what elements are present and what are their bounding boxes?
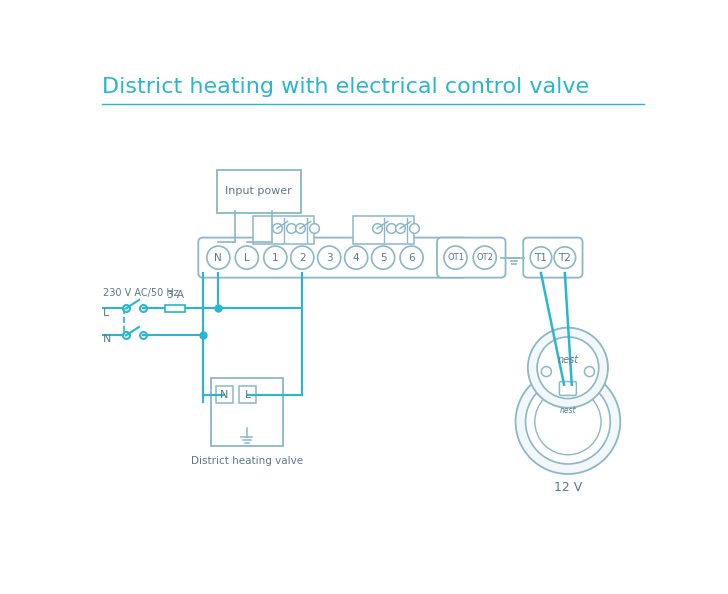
Text: 6: 6 xyxy=(408,252,415,263)
Text: N: N xyxy=(215,252,222,263)
Text: 1: 1 xyxy=(272,252,279,263)
Text: 230 V AC/50 Hz: 230 V AC/50 Hz xyxy=(103,288,178,298)
FancyBboxPatch shape xyxy=(198,238,467,277)
Text: 4: 4 xyxy=(353,252,360,263)
Text: L: L xyxy=(244,252,250,263)
FancyBboxPatch shape xyxy=(559,381,577,396)
FancyBboxPatch shape xyxy=(253,216,314,244)
Text: 2: 2 xyxy=(299,252,306,263)
Circle shape xyxy=(526,380,610,464)
Text: 3: 3 xyxy=(326,252,333,263)
Text: T1: T1 xyxy=(534,252,547,263)
Text: District heating valve: District heating valve xyxy=(191,456,303,466)
FancyBboxPatch shape xyxy=(523,238,582,277)
FancyBboxPatch shape xyxy=(210,378,283,446)
FancyBboxPatch shape xyxy=(353,216,414,244)
Circle shape xyxy=(264,246,287,269)
Circle shape xyxy=(371,246,395,269)
FancyBboxPatch shape xyxy=(216,386,233,403)
Circle shape xyxy=(515,369,620,474)
Text: N: N xyxy=(103,334,111,345)
Circle shape xyxy=(535,388,601,455)
Circle shape xyxy=(344,246,368,269)
Circle shape xyxy=(528,328,608,407)
FancyBboxPatch shape xyxy=(437,238,505,277)
Text: L: L xyxy=(103,308,109,318)
Circle shape xyxy=(542,366,551,377)
Text: T2: T2 xyxy=(558,252,571,263)
Circle shape xyxy=(585,366,595,377)
Text: nest: nest xyxy=(560,406,577,415)
FancyBboxPatch shape xyxy=(239,386,256,403)
Text: 3 A: 3 A xyxy=(167,290,183,299)
Text: OT2: OT2 xyxy=(476,253,493,262)
Text: 5: 5 xyxy=(380,252,387,263)
Circle shape xyxy=(473,246,496,269)
Circle shape xyxy=(444,246,467,269)
Text: Input power: Input power xyxy=(226,187,292,197)
Text: 12 V: 12 V xyxy=(554,481,582,494)
FancyBboxPatch shape xyxy=(217,170,301,213)
Circle shape xyxy=(317,246,341,269)
Circle shape xyxy=(207,246,230,269)
Text: N: N xyxy=(221,390,229,400)
Text: nest: nest xyxy=(558,355,579,365)
Circle shape xyxy=(400,246,423,269)
Text: OT1: OT1 xyxy=(447,253,464,262)
Text: L: L xyxy=(245,390,250,400)
Circle shape xyxy=(290,246,314,269)
Text: District heating with electrical control valve: District heating with electrical control… xyxy=(102,77,589,97)
Circle shape xyxy=(235,246,258,269)
Circle shape xyxy=(554,247,576,268)
Circle shape xyxy=(537,337,598,399)
Circle shape xyxy=(530,247,552,268)
Bar xyxy=(165,305,185,311)
